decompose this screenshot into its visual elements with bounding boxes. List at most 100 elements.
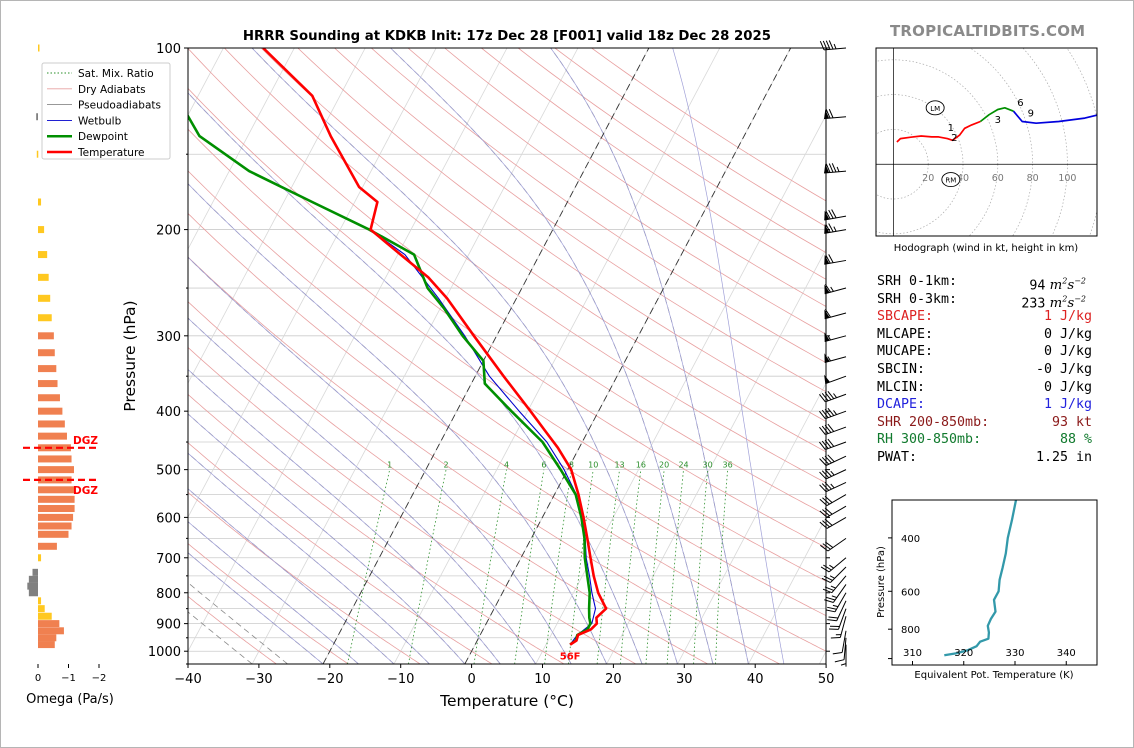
barb-full: [822, 520, 830, 528]
dry-adiabat: [260, 48, 826, 453]
barb-full: [821, 470, 830, 479]
stat-number: 1.25 in: [1035, 449, 1092, 465]
barb-half: [830, 483, 835, 489]
barb-staff: [831, 575, 847, 594]
dry-adiabat: [188, 128, 826, 582]
barb-flag: [824, 210, 830, 220]
omega-xlabel: Omega (Pa/s): [26, 692, 114, 707]
hodograph-grid: 20 40 60 80 100: [876, 48, 1097, 236]
stat-number: -0 J/kg: [1035, 361, 1092, 377]
barb-staff: [825, 441, 847, 451]
moist-adiabat-blue: [188, 183, 607, 664]
wind-barb: [824, 353, 847, 363]
omega-bar: [36, 150, 39, 158]
barb-staff: [826, 505, 847, 518]
dry-adiabat: [188, 442, 493, 664]
barb-full: [828, 40, 834, 50]
barb-full: [821, 456, 830, 465]
barb-full: [819, 458, 827, 466]
barb-full: [824, 283, 831, 293]
barb-full: [824, 599, 834, 603]
omega-bar: [38, 226, 45, 234]
x-tick-label: 50: [818, 672, 835, 687]
barb-staff: [825, 455, 847, 466]
stat-row: SBCIN: -0 J/kg: [877, 361, 1092, 379]
stat-row: SRH 0-1km: 94 m2s−2: [877, 273, 1092, 293]
omega-bar: [38, 444, 71, 452]
mixing-ratio-label: 8: [569, 461, 574, 470]
omega-bar: [38, 407, 63, 415]
legend-label: Pseudoadiabats: [78, 100, 161, 112]
dry-adiabat: [444, 48, 826, 307]
barb-staff: [830, 566, 847, 583]
y-tick-label: 100: [156, 42, 181, 57]
stat-row: RH 300-850mb: 88 %: [877, 431, 1092, 449]
stat-value: 1 J/kg: [1044, 396, 1092, 414]
legend-label: Temperature: [77, 147, 145, 159]
wind-barb: [828, 608, 847, 630]
x-tick-label: −20: [316, 672, 343, 687]
dry-adiabat: [188, 543, 349, 664]
storm-motion-marker: [925, 100, 945, 116]
wind-barb: [827, 600, 847, 622]
stat-row: DCAPE: 1 J/kg: [877, 396, 1092, 414]
barb-full: [822, 509, 830, 517]
stat-label: SRH 0-1km:: [877, 274, 958, 289]
barb-full: [824, 507, 833, 515]
legend-label: Dewpoint: [78, 131, 128, 143]
barb-half: [831, 595, 837, 599]
skewt-axes-frame: [187, 47, 827, 665]
barb-half: [830, 470, 835, 476]
dry-adiabat: [188, 48, 826, 516]
hodograph-segment: [1012, 110, 1097, 125]
series-temperature: [262, 48, 608, 646]
wind-barb: [819, 454, 847, 466]
omega-bar: [38, 294, 51, 302]
barb-flag: [824, 309, 830, 319]
mixing-ratio-line: [544, 469, 572, 664]
barb-half: [833, 226, 837, 232]
omega-bar: [38, 641, 55, 649]
barb-full: [824, 439, 832, 448]
stat-value: -0 J/kg: [1036, 361, 1092, 379]
omega-tick-label: −1: [61, 673, 76, 684]
stat-number: 93 kt: [1051, 414, 1092, 430]
barb-full: [825, 609, 836, 613]
barb-half: [829, 575, 835, 579]
barb-staff: [825, 481, 847, 493]
pseudoadiabat: [390, 48, 714, 664]
legend-label: Sat. Mix. Ratio: [78, 68, 154, 80]
isotherm: [188, 48, 295, 250]
mixing-ratio-label: 16: [636, 461, 646, 470]
y-tick-label: 700: [156, 552, 181, 567]
omega-bar: [38, 394, 60, 402]
isotherm: [677, 382, 826, 664]
dgz-label: DGZ: [73, 485, 98, 497]
theta-e-y-tick-label: 800: [901, 625, 920, 636]
hodograph-height-label: 9: [1028, 108, 1034, 119]
barb-full: [819, 441, 826, 450]
barb-full: [834, 659, 845, 663]
stat-label: MUCAPE:: [877, 344, 934, 360]
theta-e-frame: [891, 499, 1098, 666]
stat-label: RH 300-850mb:: [877, 432, 982, 448]
stat-number: 0 J/kg: [1043, 344, 1092, 360]
omega-bar: [38, 314, 52, 322]
stat-label: SBCIN:: [877, 361, 926, 377]
omega-bar: [28, 589, 38, 597]
omega-bar: [38, 420, 65, 428]
barb-full: [819, 426, 826, 435]
omega-bar: [38, 634, 57, 642]
barb-staff: [827, 537, 847, 552]
dry-adiabat: [188, 595, 277, 664]
y-tick-label: 500: [156, 464, 181, 479]
theta-e-x-tick-label: 310: [903, 648, 922, 659]
stat-label: SRH 0-3km:: [877, 291, 958, 307]
hodograph-ring-label: 40: [957, 173, 969, 184]
wind-barb: [819, 390, 847, 403]
omega-bar: [38, 455, 72, 463]
omega-bar: [28, 575, 38, 583]
dry-adiabat: [371, 48, 826, 364]
theta-e-xlabel: Equivalent Pot. Temperature (K): [914, 670, 1073, 681]
dry-adiabat: [188, 301, 708, 664]
